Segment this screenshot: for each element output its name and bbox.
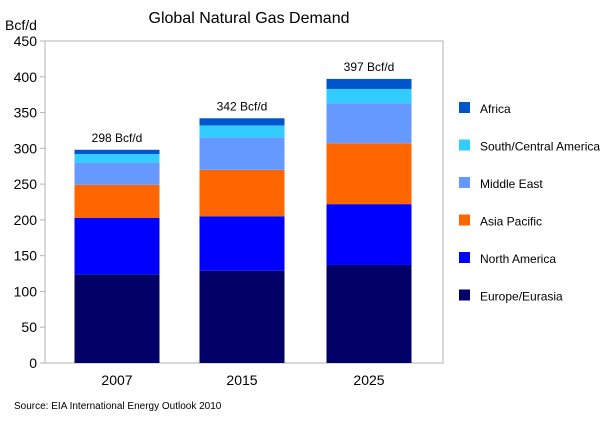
y-tick-label: 400 xyxy=(14,69,38,85)
y-tick-label: 350 xyxy=(14,105,38,121)
legend-swatch xyxy=(459,177,470,188)
y-tick-label: 50 xyxy=(21,319,37,335)
bar-segment xyxy=(74,149,160,155)
bar-segment xyxy=(199,118,285,126)
y-tick-label: 300 xyxy=(14,140,38,156)
legend-label: South/Central America xyxy=(480,140,600,154)
legend-swatch xyxy=(459,214,470,226)
y-tick-label: 450 xyxy=(14,33,38,49)
bar-segment xyxy=(326,78,412,89)
legend-label: Europe/Eurasia xyxy=(480,290,563,304)
x-category-label: 2007 xyxy=(101,372,132,388)
y-tick-label: 250 xyxy=(14,176,38,192)
x-category-label: 2015 xyxy=(226,372,257,388)
legend-label: Middle East xyxy=(480,177,543,191)
bar-segment xyxy=(199,169,285,217)
bar-segment xyxy=(326,143,412,205)
bar-segment xyxy=(74,217,160,275)
y-tick-label: 150 xyxy=(14,248,38,264)
bar-segment xyxy=(199,125,285,138)
bar-total-label: 298 Bcf/d xyxy=(92,131,143,145)
chart-title: Global Natural Gas Demand xyxy=(149,10,350,27)
legend-swatch xyxy=(459,139,470,151)
bar-segment xyxy=(199,270,285,363)
legend-swatch xyxy=(459,102,470,113)
legend-label: North America xyxy=(480,252,556,266)
bar-segment xyxy=(74,162,160,185)
bar-segment xyxy=(326,103,412,144)
bar-total-label: 342 Bcf/d xyxy=(217,99,268,113)
bar-total-label: 397 Bcf/d xyxy=(344,60,395,74)
legend-swatch xyxy=(459,252,470,263)
bar-segment xyxy=(326,88,412,104)
bar-segment xyxy=(74,184,160,218)
bar-segment xyxy=(74,154,160,163)
y-tick-label: 200 xyxy=(14,212,38,228)
legend-label: Africa xyxy=(480,102,511,116)
y-axis-unit: Bcf/d xyxy=(5,17,37,33)
bar-segment xyxy=(199,216,285,271)
x-category-label: 2025 xyxy=(353,372,384,388)
bar-segment xyxy=(199,137,285,170)
legend-swatch xyxy=(459,289,470,301)
bar-segment xyxy=(326,264,412,363)
legend-label: Asia Pacific xyxy=(480,215,542,229)
source-note: Source: EIA International Energy Outlook… xyxy=(14,401,222,412)
y-tick-label: 0 xyxy=(29,355,37,371)
y-tick-label: 100 xyxy=(14,283,38,299)
bar-segment xyxy=(74,274,160,363)
bar-segment xyxy=(326,204,412,265)
